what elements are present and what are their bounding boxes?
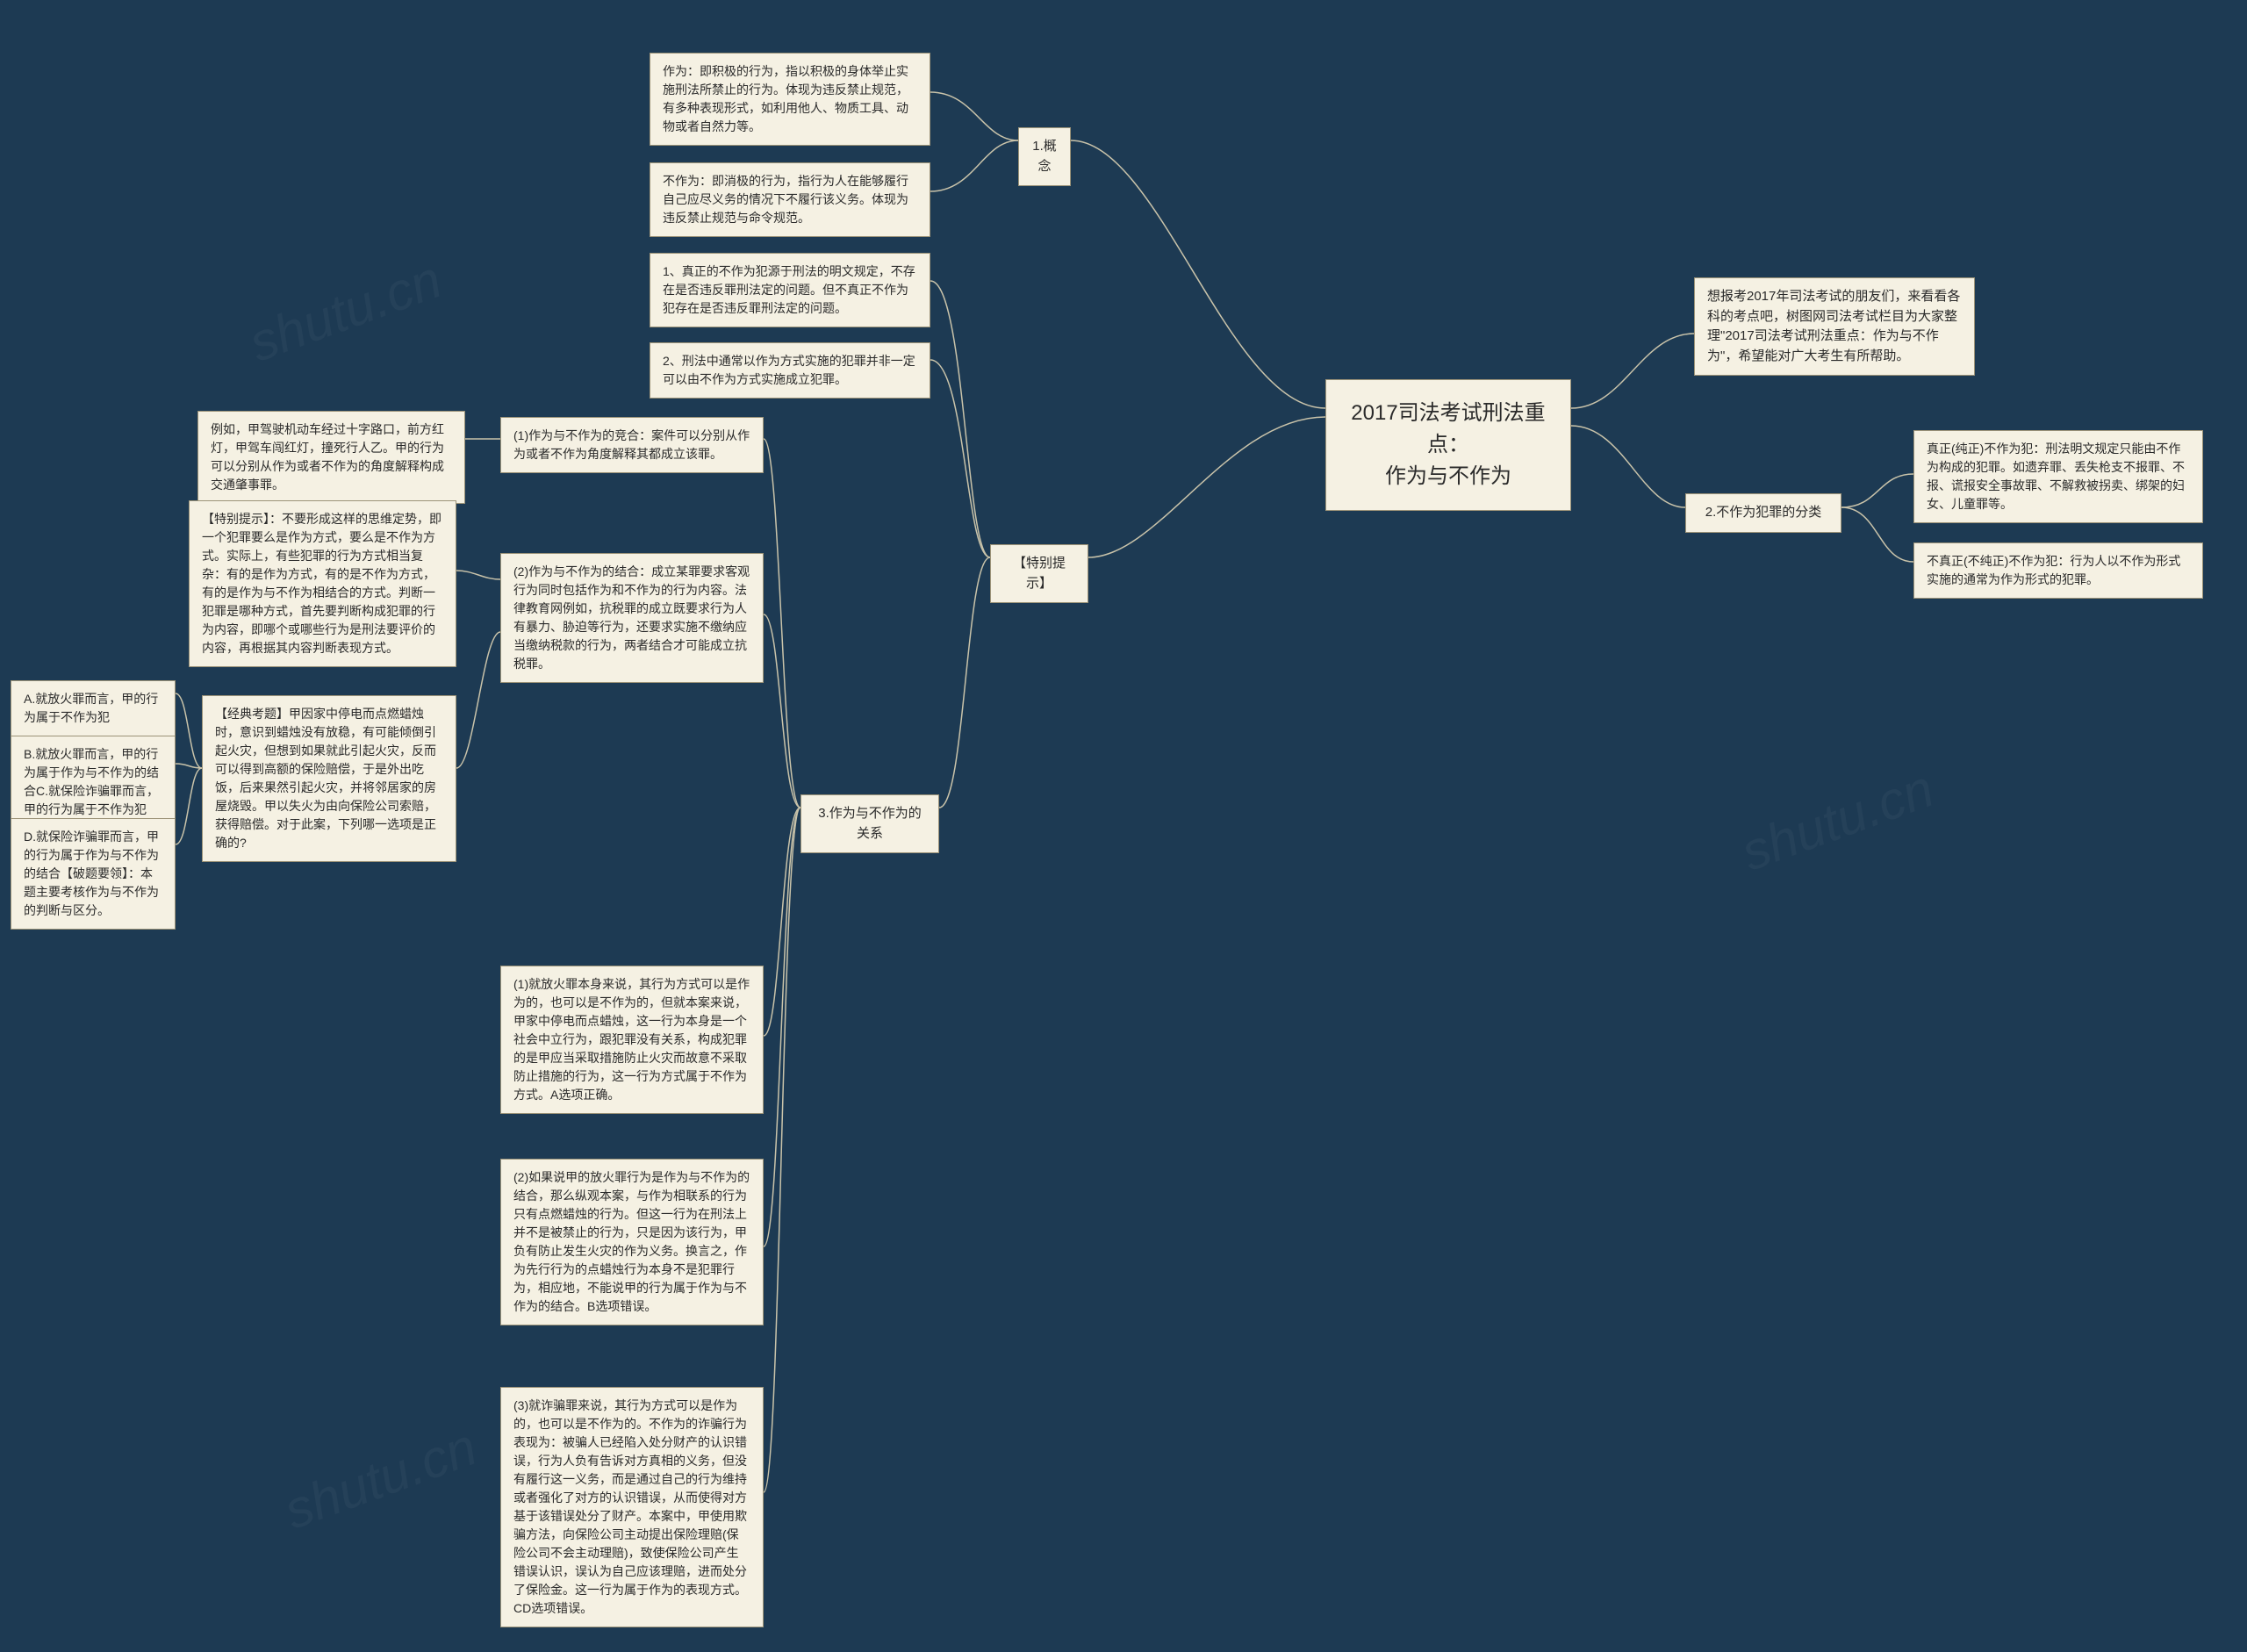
watermark-2: shutu.cn (1734, 758, 1942, 882)
branch2-label: 2.不作为犯罪的分类 (1685, 493, 1841, 533)
special-label: 【特别提示】 (990, 544, 1088, 603)
option-c: D.就保险诈骗罪而言，甲的行为属于作为与不作为的结合【破题要领】：本题主要考核作… (11, 818, 176, 930)
branch3-sub2: (2)作为与不作为的结合：成立某罪要求客观行为同时包括作为和不作为的行为内容。法… (500, 553, 764, 683)
intro-text: 想报考2017年司法考试的朋友们，来看看各科的考点吧，树图网司法考试栏目为大家整… (1694, 277, 1975, 376)
option-a: A.就放火罪而言，甲的行为属于不作为犯 (11, 680, 176, 736)
watermark-1: shutu.cn (241, 248, 449, 373)
branch3-sub1-child: 例如，甲驾驶机动车经过十字路口，前方红灯，甲驾车闯红灯，撞死行人乙。甲的行为可以… (197, 411, 465, 504)
branch1-child-b: 不作为：即消极的行为，指行为人在能够履行自己应尽义务的情况下不履行该义务。体现为… (650, 162, 930, 237)
special-child-b: 2、刑法中通常以作为方式实施的犯罪并非一定可以由不作为方式实施成立犯罪。 (650, 342, 930, 399)
option-b: B.就放火罪而言，甲的行为属于作为与不作为的结合C.就保险诈骗罪而言，甲的行为属… (11, 736, 176, 829)
branch3-sub2-tip: 【特别提示】：不要形成这样的思维定势，即一个犯罪要么是作为方式，要么是不作为方式… (189, 500, 456, 667)
branch1-child-a: 作为：即积极的行为，指以积极的身体举止实施刑法所禁止的行为。体现为违反禁止规范，… (650, 53, 930, 146)
analysis-a: (1)就放火罪本身来说，其行为方式可以是作为的，也可以是不作为的，但就本案来说，… (500, 966, 764, 1114)
branch2-child-b: 不真正(不纯正)不作为犯：行为人以不作为形式实施的通常为作为形式的犯罪。 (1913, 542, 2203, 599)
analysis-b: (2)如果说甲的放火罪行为是作为与不作为的结合，那么纵观本案，与作为相联系的行为… (500, 1159, 764, 1325)
branch3-label: 3.作为与不作为的关系 (800, 794, 939, 853)
watermark-3: shutu.cn (276, 1416, 485, 1541)
branch3-sub2-exam: 【经典考题】甲因家中停电而点燃蜡烛时，意识到蜡烛没有放稳，有可能倾倒引起火灾，但… (202, 695, 456, 862)
branch3-sub1: (1)作为与不作为的竞合：案件可以分别从作为或者不作为角度解释其都成立该罪。 (500, 417, 764, 473)
title-line1: 2017司法考试刑法重点： (1351, 401, 1545, 456)
title-line2: 作为与不作为 (1385, 464, 1511, 488)
branch2-child-a: 真正(纯正)不作为犯：刑法明文规定只能由不作为构成的犯罪。如遗弃罪、丢失枪支不报… (1913, 430, 2203, 523)
center-title: 2017司法考试刑法重点： 作为与不作为 (1325, 379, 1571, 511)
analysis-c: (3)就诈骗罪来说，其行为方式可以是作为的，也可以是不作为的。不作为的诈骗行为表… (500, 1387, 764, 1627)
branch1-label: 1.概念 (1018, 127, 1071, 186)
special-child-a: 1、真正的不作为犯源于刑法的明文规定，不存在是否违反罪刑法定的问题。但不真正不作… (650, 253, 930, 327)
